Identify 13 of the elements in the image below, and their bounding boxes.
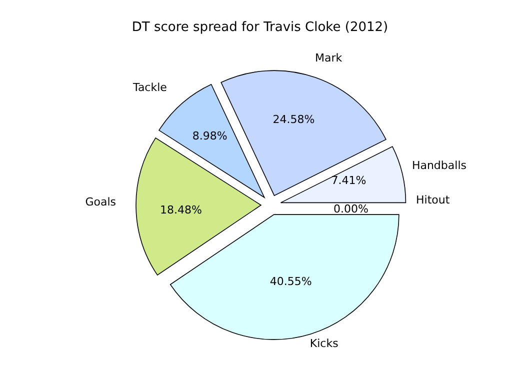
data-label: 8.98% [192, 130, 228, 143]
chart-title: DT score spread for Travis Cloke (2012) [130, 20, 390, 35]
data-label: 7.41% [331, 174, 366, 187]
data-label: 24.58% [272, 113, 315, 126]
slice-label: Tackle [132, 80, 168, 94]
text: 0.00% [334, 202, 368, 216]
slice-label: Goals [85, 195, 116, 208]
category-label: Hitout [416, 194, 450, 206]
slice-label: Mark [315, 52, 343, 65]
slice-label: Kicks [310, 336, 339, 350]
slice-label: Handballs [412, 158, 467, 172]
data-label: 18.48% [160, 204, 202, 217]
data-label: 40.55% [270, 274, 312, 288]
